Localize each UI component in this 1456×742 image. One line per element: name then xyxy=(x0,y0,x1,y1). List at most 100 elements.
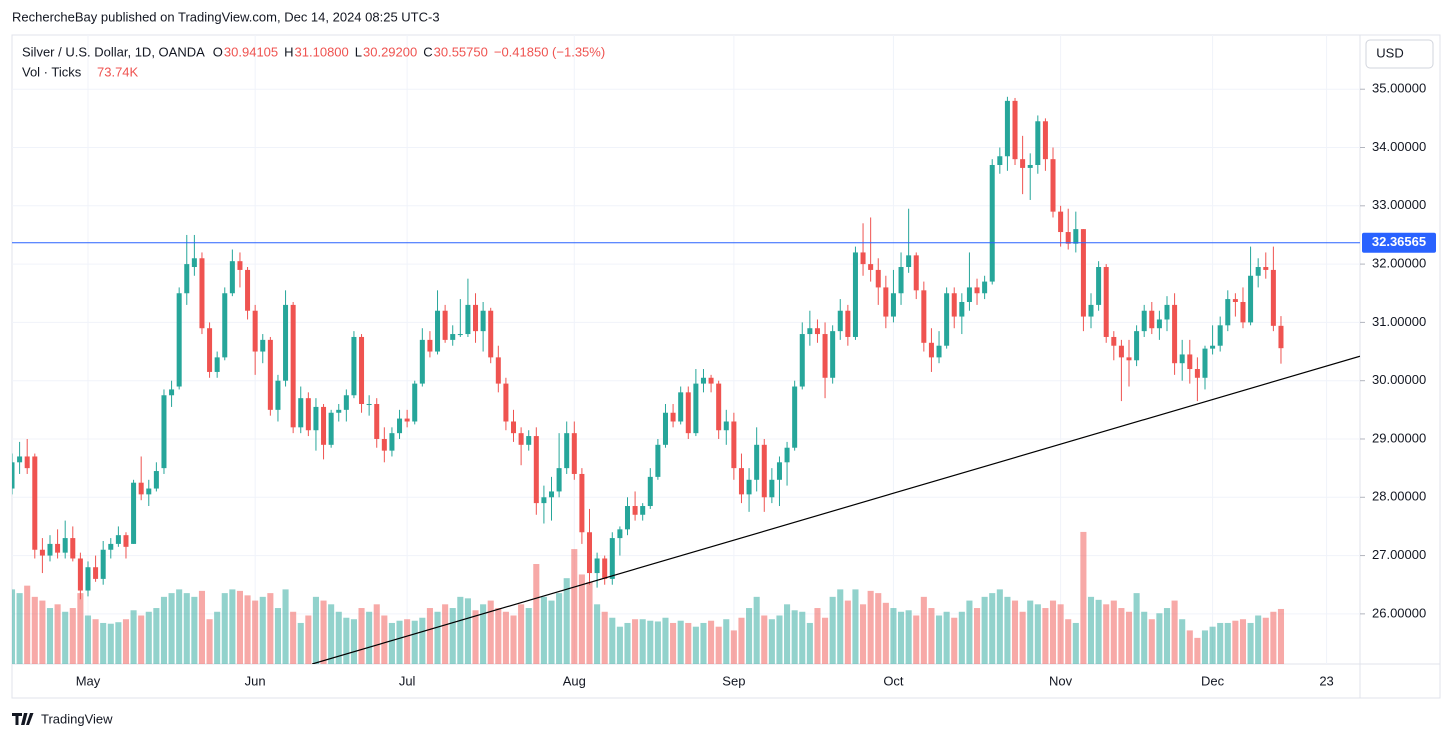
candle-body xyxy=(533,436,539,504)
volume-bar xyxy=(115,622,122,664)
candle-body xyxy=(305,398,311,431)
candle-body xyxy=(898,267,904,294)
candle-body xyxy=(541,497,547,504)
volume-bar xyxy=(1239,619,1247,664)
volume-bar xyxy=(1224,622,1231,664)
volume-bar xyxy=(267,593,274,664)
candle-body xyxy=(70,538,76,559)
brand-logo xyxy=(12,713,34,725)
symbol: Silver / U.S. Dollar, 1D, OANDA xyxy=(22,44,205,59)
volume-bar xyxy=(297,622,304,664)
volume-bar xyxy=(594,604,601,664)
volume-bar xyxy=(1095,599,1102,664)
legend-value: 30.94105 xyxy=(224,44,278,59)
volume-bar xyxy=(791,610,798,664)
volume-bar xyxy=(913,615,920,664)
candle-body xyxy=(579,473,585,533)
candle-body xyxy=(1172,304,1178,364)
candle-body xyxy=(602,558,608,579)
volume-bar xyxy=(449,608,456,664)
volume-bar xyxy=(814,608,821,664)
x-tick-label: Jun xyxy=(245,673,266,688)
volume-bar xyxy=(366,611,373,664)
volume-bar xyxy=(198,590,206,664)
volume-bar xyxy=(1011,600,1019,664)
volume-bar xyxy=(153,608,160,664)
y-tick-label: 35.00000 xyxy=(1372,81,1426,96)
volume-bar xyxy=(502,611,509,664)
volume-bar xyxy=(746,608,753,664)
volume-bar xyxy=(46,608,54,664)
volume-bar xyxy=(419,617,426,664)
volume-bar xyxy=(920,596,927,664)
candle-body xyxy=(1240,301,1246,323)
volume-bar xyxy=(31,596,38,664)
y-tick-label: 30.00000 xyxy=(1372,372,1426,387)
volume-bar xyxy=(973,608,981,664)
candle-body xyxy=(1248,275,1254,323)
candle-body xyxy=(845,310,851,337)
volume-bar xyxy=(138,615,145,664)
volume-bar xyxy=(951,617,958,664)
volume-bar xyxy=(943,611,950,664)
candle-body xyxy=(647,476,653,507)
volume-title: Vol · Ticks xyxy=(22,64,82,79)
volume-bar xyxy=(1103,604,1110,664)
candle-body xyxy=(191,258,197,268)
volume-bar xyxy=(799,611,806,664)
candle-body xyxy=(632,506,638,515)
candle-body xyxy=(693,383,699,434)
candle-body xyxy=(655,444,661,477)
volume-bar xyxy=(1186,630,1193,664)
candle-body xyxy=(746,479,752,495)
volume-bar xyxy=(24,585,31,664)
candle-body xyxy=(93,567,99,579)
volume-bar xyxy=(670,622,677,664)
candle-body xyxy=(412,383,418,422)
volume-bar xyxy=(39,600,46,664)
candle-body xyxy=(868,264,874,270)
candle-body xyxy=(944,293,950,346)
legend-key: L xyxy=(355,44,362,59)
volume-bar xyxy=(806,622,813,664)
volume-bar xyxy=(882,602,889,664)
candle-body xyxy=(336,409,342,413)
y-tick-label: 34.00000 xyxy=(1372,139,1426,154)
volume-bar xyxy=(624,622,631,664)
candle-body xyxy=(442,310,448,340)
candle-body xyxy=(1187,354,1193,370)
volume-bar xyxy=(1148,619,1155,664)
volume-bar xyxy=(130,610,137,664)
candle-body xyxy=(1118,345,1124,358)
candle-body xyxy=(974,287,980,294)
candle-body xyxy=(1096,267,1102,305)
volume-bar xyxy=(214,611,221,664)
candle-body xyxy=(397,418,403,434)
candle-body xyxy=(427,339,433,352)
candle-body xyxy=(822,334,828,378)
volume-bar xyxy=(996,589,1003,664)
candle-body xyxy=(32,456,38,550)
currency-box[interactable] xyxy=(1365,39,1434,69)
volume-layer xyxy=(12,531,1285,664)
candle-body xyxy=(1225,299,1231,326)
candle-body xyxy=(921,290,927,343)
volume-bar xyxy=(928,608,935,664)
volume-bar xyxy=(601,611,608,664)
volume-bar xyxy=(989,593,996,664)
candle-body xyxy=(518,433,524,445)
candle-body xyxy=(1149,310,1155,329)
candle-body xyxy=(465,304,471,335)
volume-bar xyxy=(122,619,130,664)
volume-bar xyxy=(533,564,540,664)
candle-body xyxy=(875,269,881,288)
volume-bar xyxy=(160,596,168,664)
volume-bar xyxy=(571,549,578,664)
volume-bar xyxy=(609,617,616,664)
candle-body xyxy=(526,436,532,445)
volume-bar xyxy=(700,622,707,664)
legend-value: 30.29200 xyxy=(363,44,417,59)
candle-body xyxy=(624,506,630,530)
candle-body xyxy=(374,404,380,439)
candle-body xyxy=(1080,229,1086,317)
